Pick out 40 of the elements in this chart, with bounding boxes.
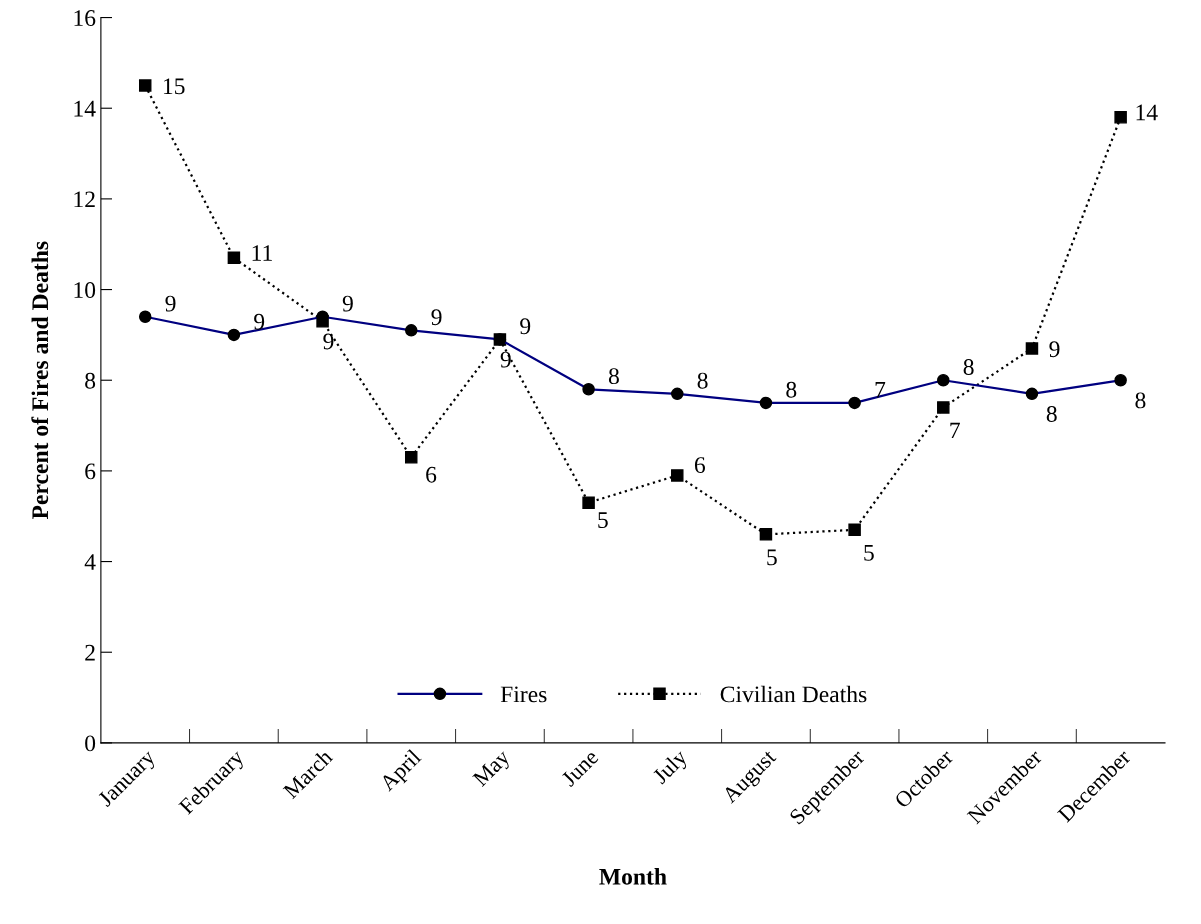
data-label: 9 <box>500 351 511 368</box>
x-tick-label: July <box>651 747 692 788</box>
x-tick-label: May <box>472 748 515 791</box>
data-label: 5 <box>598 512 608 528</box>
data-label: 5 <box>767 549 777 566</box>
data-label: 8 <box>1135 392 1146 409</box>
y-tick-label: 6 <box>85 463 96 480</box>
data-label: 6 <box>426 466 437 483</box>
y-tick-label: 2 <box>85 644 95 661</box>
y-tick-label: 10 <box>74 282 96 298</box>
y-tick-label: 4 <box>84 554 96 570</box>
y-tick-label: 0 <box>85 735 96 752</box>
x-axis-title: Month <box>599 868 667 885</box>
data-label: 9 <box>1049 341 1060 358</box>
y-tick-label: 8 <box>85 372 96 389</box>
y-tick-label: 14 <box>74 100 96 117</box>
data-label: 14 <box>1136 104 1158 121</box>
data-label: 9 <box>520 318 531 335</box>
data-label: 8 <box>786 381 797 398</box>
data-label: 8 <box>963 359 974 376</box>
legend-label: Fires <box>500 686 547 703</box>
data-label: 5 <box>864 545 874 561</box>
data-label: 9 <box>431 309 442 326</box>
legend-label: Civilian Deaths <box>720 685 867 703</box>
x-tick-label: June <box>560 748 600 788</box>
data-label: 7 <box>950 422 960 439</box>
data-label: 8 <box>608 368 619 385</box>
data-label: 15 <box>163 78 185 95</box>
data-label: 8 <box>697 372 708 389</box>
data-label: 7 <box>875 382 886 398</box>
data-label: 8 <box>1046 406 1057 422</box>
data-label: 6 <box>694 457 706 473</box>
data-label: 9 <box>342 295 353 312</box>
data-label: 9 <box>254 313 265 330</box>
y-axis-title: Percent of Fires and Deaths <box>31 241 49 520</box>
y-tick-label: 16 <box>74 10 96 26</box>
data-label: 11 <box>252 245 272 261</box>
data-label: 9 <box>323 333 334 350</box>
data-label: 9 <box>165 295 176 312</box>
y-tick-label: 12 <box>74 191 95 208</box>
